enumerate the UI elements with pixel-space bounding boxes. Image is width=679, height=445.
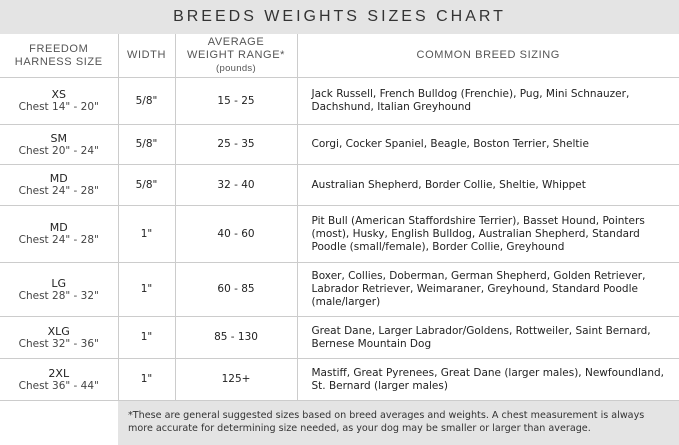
width-cell: 1" [118,316,176,359]
header-weight: AVERAGE WEIGHT RANGE* (pounds) [175,34,298,78]
size-cell: SM Chest 20" - 24" [0,124,119,165]
table-row: 2XL Chest 36" - 44" 1" 125+ Mastiff, Grea… [0,358,679,401]
table-row: XS Chest 14" - 20" 5/8" 15 - 25 Jack Russ… [0,77,679,125]
breeds-cell: Great Dane, Larger Labrador/Goldens, Rot… [297,316,679,359]
size-cell: 2XL Chest 36" - 44" [0,358,119,401]
width-cell: 1" [118,205,176,263]
weight-cell: 15 - 25 [175,77,298,125]
header-size: FREEDOM HARNESS SIZE [0,34,119,78]
header-weight-unit: (pounds) [216,63,256,74]
chest-range: Chest 14" - 20" [18,101,99,113]
weight-cell: 60 - 85 [175,262,298,317]
size-cell: XS Chest 14" - 20" [0,77,119,125]
table-row: XLG Chest 32" - 36" 1" 85 - 130 Great Dan… [0,316,679,359]
chest-range: Chest 36" - 44" [18,379,99,392]
size-label: 2XL [48,366,70,380]
size-cell: MD Chest 24" - 28" [0,205,119,263]
table-row: MD Chest 24" - 28" 5/8" 32 - 40 Australia… [0,164,679,206]
breeds-cell: Corgi, Cocker Spaniel, Beagle, Boston Te… [297,124,679,165]
breeds-cell: Pit Bull (American Staffordshire Terrier… [297,205,679,263]
chart-title: BREEDS WEIGHTS SIZES CHART [0,0,679,34]
header-size-line2: HARNESS SIZE [14,55,103,68]
weight-cell: 32 - 40 [175,164,298,206]
chest-range: Chest 24" - 28" [18,185,99,197]
header-weight-line1: AVERAGE [207,36,265,48]
size-label: LG [51,276,67,290]
chest-range: Chest 28" - 32" [18,289,99,302]
size-label: SM [50,131,67,145]
width-cell: 5/8" [118,164,176,206]
size-label: XLG [47,324,70,338]
chest-range: Chest 20" - 24" [18,144,99,157]
width-cell: 5/8" [118,77,176,125]
header-weight-line2: WEIGHT RANGE* [186,49,286,61]
weight-cell: 125+ [175,358,298,401]
header-row: FREEDOM HARNESS SIZE WIDTH AVERAGE WEIGHT … [0,34,679,78]
breeds-cell: Boxer, Collies, Doberman, German Shepher… [297,262,679,317]
size-cell: MD Chest 24" - 28" [0,164,119,206]
size-cell: LG Chest 28" - 32" [0,262,119,317]
weight-cell: 25 - 35 [175,124,298,165]
width-cell: 5/8" [118,124,176,165]
table-row: LG Chest 28" - 32" 1" 60 - 85 Boxer, Coll… [0,262,679,317]
size-cell: XLG Chest 32" - 36" [0,316,119,359]
weight-cell: 40 - 60 [175,205,298,263]
size-label: MD [49,221,68,234]
width-cell: 1" [118,358,176,401]
header-breeds: COMMON BREED SIZING [297,34,679,78]
table-row: SM Chest 20" - 24" 5/8" 25 - 35 Corgi, Co… [0,124,679,165]
footnote: *These are general suggested sizes based… [118,401,679,445]
size-label: XS [51,88,67,101]
table-row: MD Chest 24" - 28" 1" 40 - 60 Pit Bull (A… [0,205,679,263]
breeds-cell: Mastiff, Great Pyrenees, Great Dane (lar… [297,358,679,401]
chest-range: Chest 32" - 36" [18,337,99,350]
header-width: WIDTH [118,34,176,78]
width-cell: 1" [118,262,176,317]
size-label: MD [49,172,68,185]
breeds-cell: Australian Shepherd, Border Collie, Shel… [297,164,679,206]
header-size-line1: FREEDOM [29,42,89,55]
chest-range: Chest 24" - 28" [18,234,99,246]
size-table: FREEDOM HARNESS SIZE WIDTH AVERAGE WEIGHT … [0,34,679,401]
weight-cell: 85 - 130 [175,316,298,359]
breeds-cell: Jack Russell, French Bulldog (Frenchie),… [297,77,679,125]
